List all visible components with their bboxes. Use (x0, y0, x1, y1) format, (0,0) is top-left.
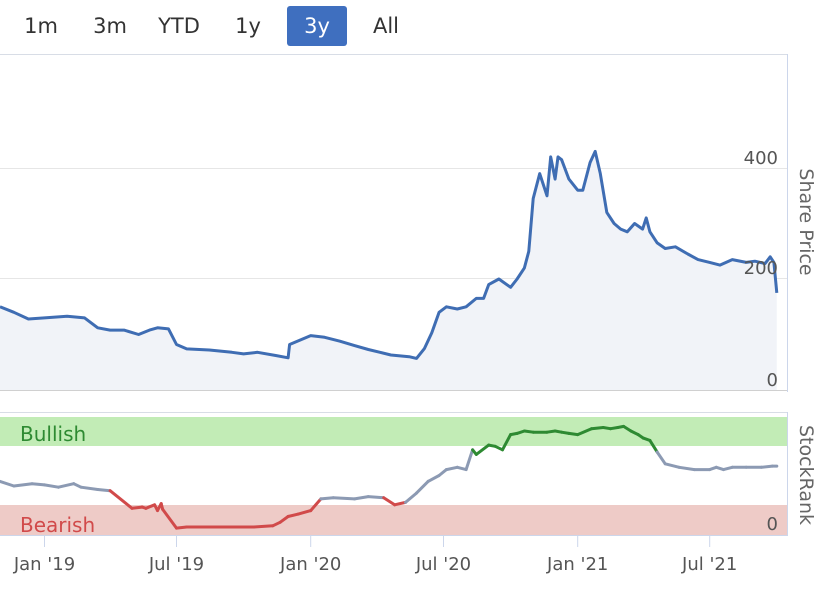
stockrank-segment (278, 515, 290, 524)
price-line (0, 149, 779, 360)
stockrank-segment (252, 524, 275, 529)
x-axis: Jan '19 Jul '19 Jan '20 Jul '20 Jan '21 Jul '… (13, 536, 737, 575)
stockrank-segment (0, 479, 16, 488)
x-axis-tick-label: Jul '21 (681, 554, 737, 575)
stockrank-segment (319, 496, 335, 501)
stockrank-segment (722, 465, 734, 472)
stockrank-segment (426, 474, 441, 483)
range-button-all[interactable]: All (372, 14, 400, 38)
range-selector: 1m 3m YTD 1y 3y All (0, 0, 836, 50)
x-axis-tick-label: Jul '20 (415, 554, 471, 575)
price-axis-title: Share Price (795, 168, 817, 275)
stockrank-segment (144, 503, 157, 510)
stockrank-segment (663, 462, 681, 469)
stockrank-segment (353, 495, 370, 501)
stockrank-segment (464, 448, 475, 472)
stockrank-segment (331, 496, 356, 501)
stockrank-segment (108, 489, 134, 510)
stockrank-segment (366, 495, 386, 500)
range-button-ytd[interactable]: YTD (158, 14, 200, 38)
stockrank-segment (444, 465, 459, 472)
stockrank-segment (590, 426, 605, 431)
price-tick-400: 400 (744, 148, 778, 169)
stockrank-segment (296, 509, 313, 516)
range-button-1y[interactable]: 1y (235, 14, 261, 38)
stockrank-segment (393, 500, 407, 507)
range-button-3y[interactable]: 3y (287, 6, 347, 46)
stockrank-segment (576, 427, 593, 437)
stockrank-segment (677, 465, 696, 472)
stockrank-segment (175, 525, 189, 530)
stockrank-segment (437, 468, 448, 477)
bullish-zone (0, 417, 787, 446)
stockrank-segment (455, 465, 468, 472)
stockrank-segment (415, 479, 430, 495)
stockrank-segment (56, 482, 76, 489)
rank-tick-0: 0 (767, 514, 778, 535)
price-tick-200: 200 (744, 258, 778, 279)
stockrank-segment (501, 433, 513, 452)
bearish-zone (0, 505, 787, 535)
x-axis-tick-label: Jul '19 (148, 554, 204, 575)
stockrank-segment (79, 485, 100, 491)
stockrank-segment (404, 491, 418, 504)
stockrank-segment (30, 482, 46, 487)
stockrank-segment (286, 512, 300, 518)
x-axis-tick-label: Jan '21 (546, 554, 608, 575)
price-tick-0: 0 (767, 370, 778, 391)
stockrank-segment (309, 497, 323, 513)
stockrank-segment (161, 507, 178, 530)
rank-axis-title: StockRank (795, 425, 817, 525)
stockrank-segment (12, 482, 34, 488)
stockrank-segment (474, 443, 491, 456)
range-button-1m[interactable]: 1m (24, 14, 58, 38)
stockrank-segment (96, 488, 112, 493)
stockrank-segment (43, 483, 60, 489)
x-axis-tick-label: Jan '20 (279, 554, 341, 575)
range-button-3m[interactable]: 3m (93, 14, 127, 38)
stockrank-segment (382, 496, 397, 507)
stockrank-segment (655, 450, 667, 466)
stockrank-segment (760, 464, 774, 469)
bullish-label: Bullish (20, 422, 86, 446)
price-area-fill (0, 151, 777, 390)
stockrank-line (0, 424, 779, 530)
x-axis-tick-label: Jan '19 (13, 554, 75, 575)
bearish-label: Bearish (20, 513, 95, 537)
stockrank-segment (130, 505, 144, 510)
stockrank-segment (648, 438, 659, 454)
